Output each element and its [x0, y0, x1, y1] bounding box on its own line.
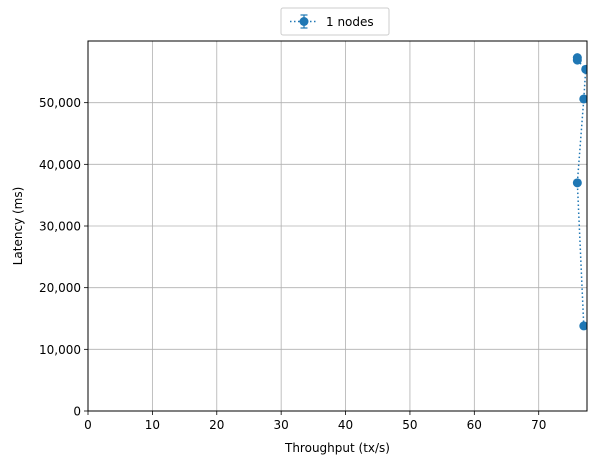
x-axis: 0 10 20 30 40 50 60 70: [84, 411, 546, 432]
y-tick-label: 40,000: [39, 158, 81, 172]
y-tick-label: 50,000: [39, 96, 81, 110]
legend-frame: [280, 7, 390, 36]
x-tick-label: 40: [338, 418, 353, 432]
data-point: [572, 53, 582, 63]
series-layer: [572, 53, 587, 331]
legend: 1 nodes: [280, 7, 390, 36]
x-tick-label: 50: [402, 418, 417, 432]
x-tick-label: 30: [274, 418, 289, 432]
legend-marker-sample: [299, 17, 309, 26]
x-axis-label: Throughput (tx/s): [284, 441, 390, 455]
series-1: [572, 53, 587, 331]
legend-entry-label: 1 nodes: [326, 15, 374, 29]
y-tick-label: 0: [73, 405, 81, 419]
grid-lines: [87, 41, 587, 412]
y-tick-label: 30,000: [39, 220, 81, 234]
y-axis-label: Latency (ms): [11, 187, 25, 266]
x-tick-label: 70: [531, 418, 546, 432]
data-point: [579, 321, 587, 331]
y-tick-label: 10,000: [39, 343, 81, 357]
x-tick-label: 60: [467, 418, 482, 432]
data-point: [579, 94, 587, 104]
x-tick-label: 20: [209, 418, 224, 432]
data-point: [581, 64, 587, 74]
data-point: [572, 178, 582, 188]
y-tick-label: 20,000: [39, 281, 81, 295]
y-axis: 0 10,000 20,000 30,000 40,000 50,000: [39, 96, 88, 419]
x-tick-label: 0: [84, 418, 92, 432]
x-tick-label: 10: [145, 418, 160, 432]
